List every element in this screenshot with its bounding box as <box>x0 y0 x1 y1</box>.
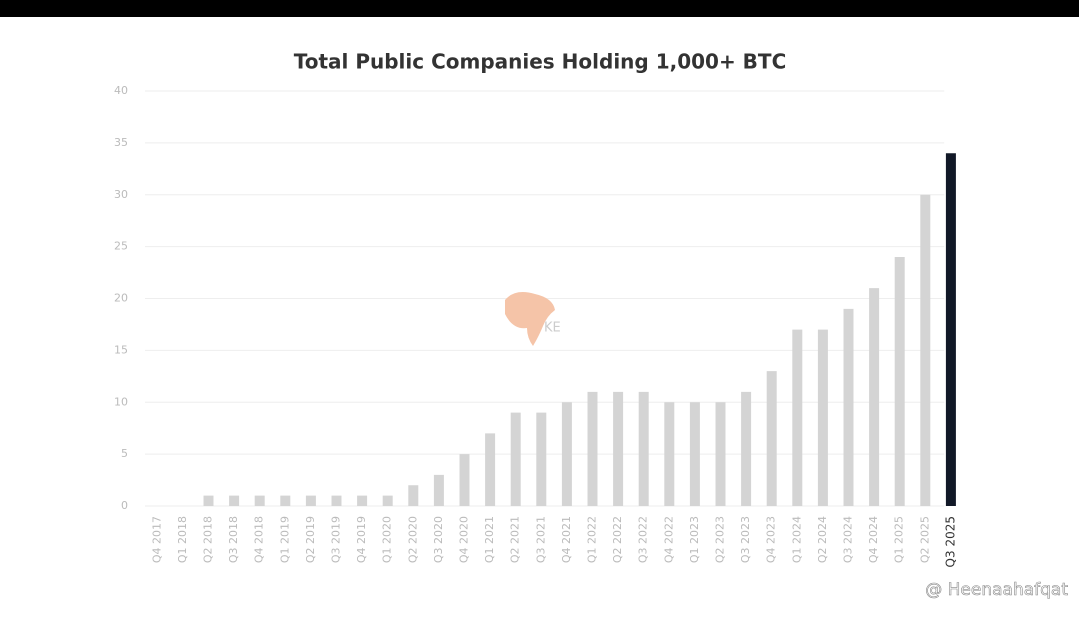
bar <box>485 433 496 506</box>
x-tick-label: Q1 2021 <box>483 516 496 563</box>
x-tick-label: Q3 2018 <box>227 516 240 563</box>
watermark: @ Heenaahafqat <box>925 580 1068 600</box>
bar <box>869 288 880 506</box>
bar <box>433 474 444 506</box>
bar <box>357 495 368 506</box>
top-band <box>0 0 1079 17</box>
bar <box>664 402 675 506</box>
x-tick-label: Q1 2024 <box>790 516 803 563</box>
y-tick-label: 25 <box>114 240 128 253</box>
bar <box>766 371 777 506</box>
x-tick-label: Q1 2020 <box>381 516 394 563</box>
bar <box>920 194 931 506</box>
y-tick-label: 0 <box>121 499 128 512</box>
x-tick-label: Q2 2023 <box>714 516 727 563</box>
x-tick-label: Q4 2022 <box>662 516 675 563</box>
bar <box>561 402 572 506</box>
bar <box>331 495 342 506</box>
watermark: KE <box>544 321 561 336</box>
bar <box>280 495 291 506</box>
bar <box>843 308 854 506</box>
chart-title: Total Public Companies Holding 1,000+ BT… <box>294 50 787 74</box>
x-tick-label: Q2 2022 <box>611 516 624 563</box>
y-tick-label: 35 <box>114 136 128 149</box>
y-tick-label: 40 <box>114 84 128 97</box>
bar <box>229 495 240 506</box>
bar <box>203 495 214 506</box>
bar <box>613 391 624 506</box>
y-tick-label: 5 <box>121 447 128 460</box>
bar <box>945 153 956 506</box>
x-tick-label: Q4 2019 <box>355 516 368 563</box>
x-tick-label: Q2 2019 <box>304 516 317 563</box>
x-tick-label: Q4 2020 <box>458 516 471 563</box>
bar <box>382 495 393 506</box>
y-tick-label: 20 <box>114 292 128 305</box>
x-tick-label: Q1 2025 <box>893 516 906 563</box>
y-tick-label: 15 <box>114 343 128 356</box>
x-tick-label: Q4 2018 <box>253 516 266 563</box>
watermark-logo <box>505 292 555 346</box>
x-tick-label: Q3 2020 <box>432 516 445 563</box>
bar <box>254 495 265 506</box>
x-tick-label: Q2 2025 <box>918 516 931 563</box>
x-tick-label: Q3 2023 <box>739 516 752 563</box>
x-tick-label: Q2 2024 <box>816 516 829 563</box>
bar <box>587 391 598 506</box>
bar <box>510 412 521 506</box>
bar <box>408 485 419 506</box>
bar <box>305 495 316 506</box>
y-tick-label: 10 <box>114 395 128 408</box>
x-tick-label: Q1 2023 <box>688 516 701 563</box>
bar <box>459 454 470 506</box>
x-tick-label: Q3 2019 <box>330 516 343 563</box>
bar <box>638 391 649 506</box>
x-tick-label: Q4 2021 <box>560 516 573 563</box>
x-tick-label: Q1 2022 <box>586 516 599 563</box>
x-tick-label: Q3 2025 <box>943 516 957 567</box>
bar <box>894 257 905 506</box>
x-tick-label: Q2 2020 <box>406 516 419 563</box>
x-tick-label: Q3 2022 <box>637 516 650 563</box>
x-tick-label: Q1 2019 <box>278 516 291 563</box>
x-tick-label: Q4 2023 <box>765 516 778 563</box>
bar <box>792 329 803 506</box>
bar <box>741 391 752 506</box>
x-tick-label: Q3 2021 <box>534 516 547 563</box>
x-tick-label: Q2 2021 <box>509 516 522 563</box>
x-tick-label: Q4 2017 <box>150 516 163 563</box>
y-tick-label: 30 <box>114 188 128 201</box>
x-tick-label: Q1 2018 <box>176 516 189 563</box>
x-tick-label: Q4 2024 <box>867 516 880 563</box>
bar <box>817 329 828 506</box>
bar <box>536 412 547 506</box>
bar <box>689 402 700 506</box>
x-tick-label: Q3 2024 <box>842 516 855 563</box>
x-tick-label: Q2 2018 <box>202 516 215 563</box>
bar <box>715 402 726 506</box>
